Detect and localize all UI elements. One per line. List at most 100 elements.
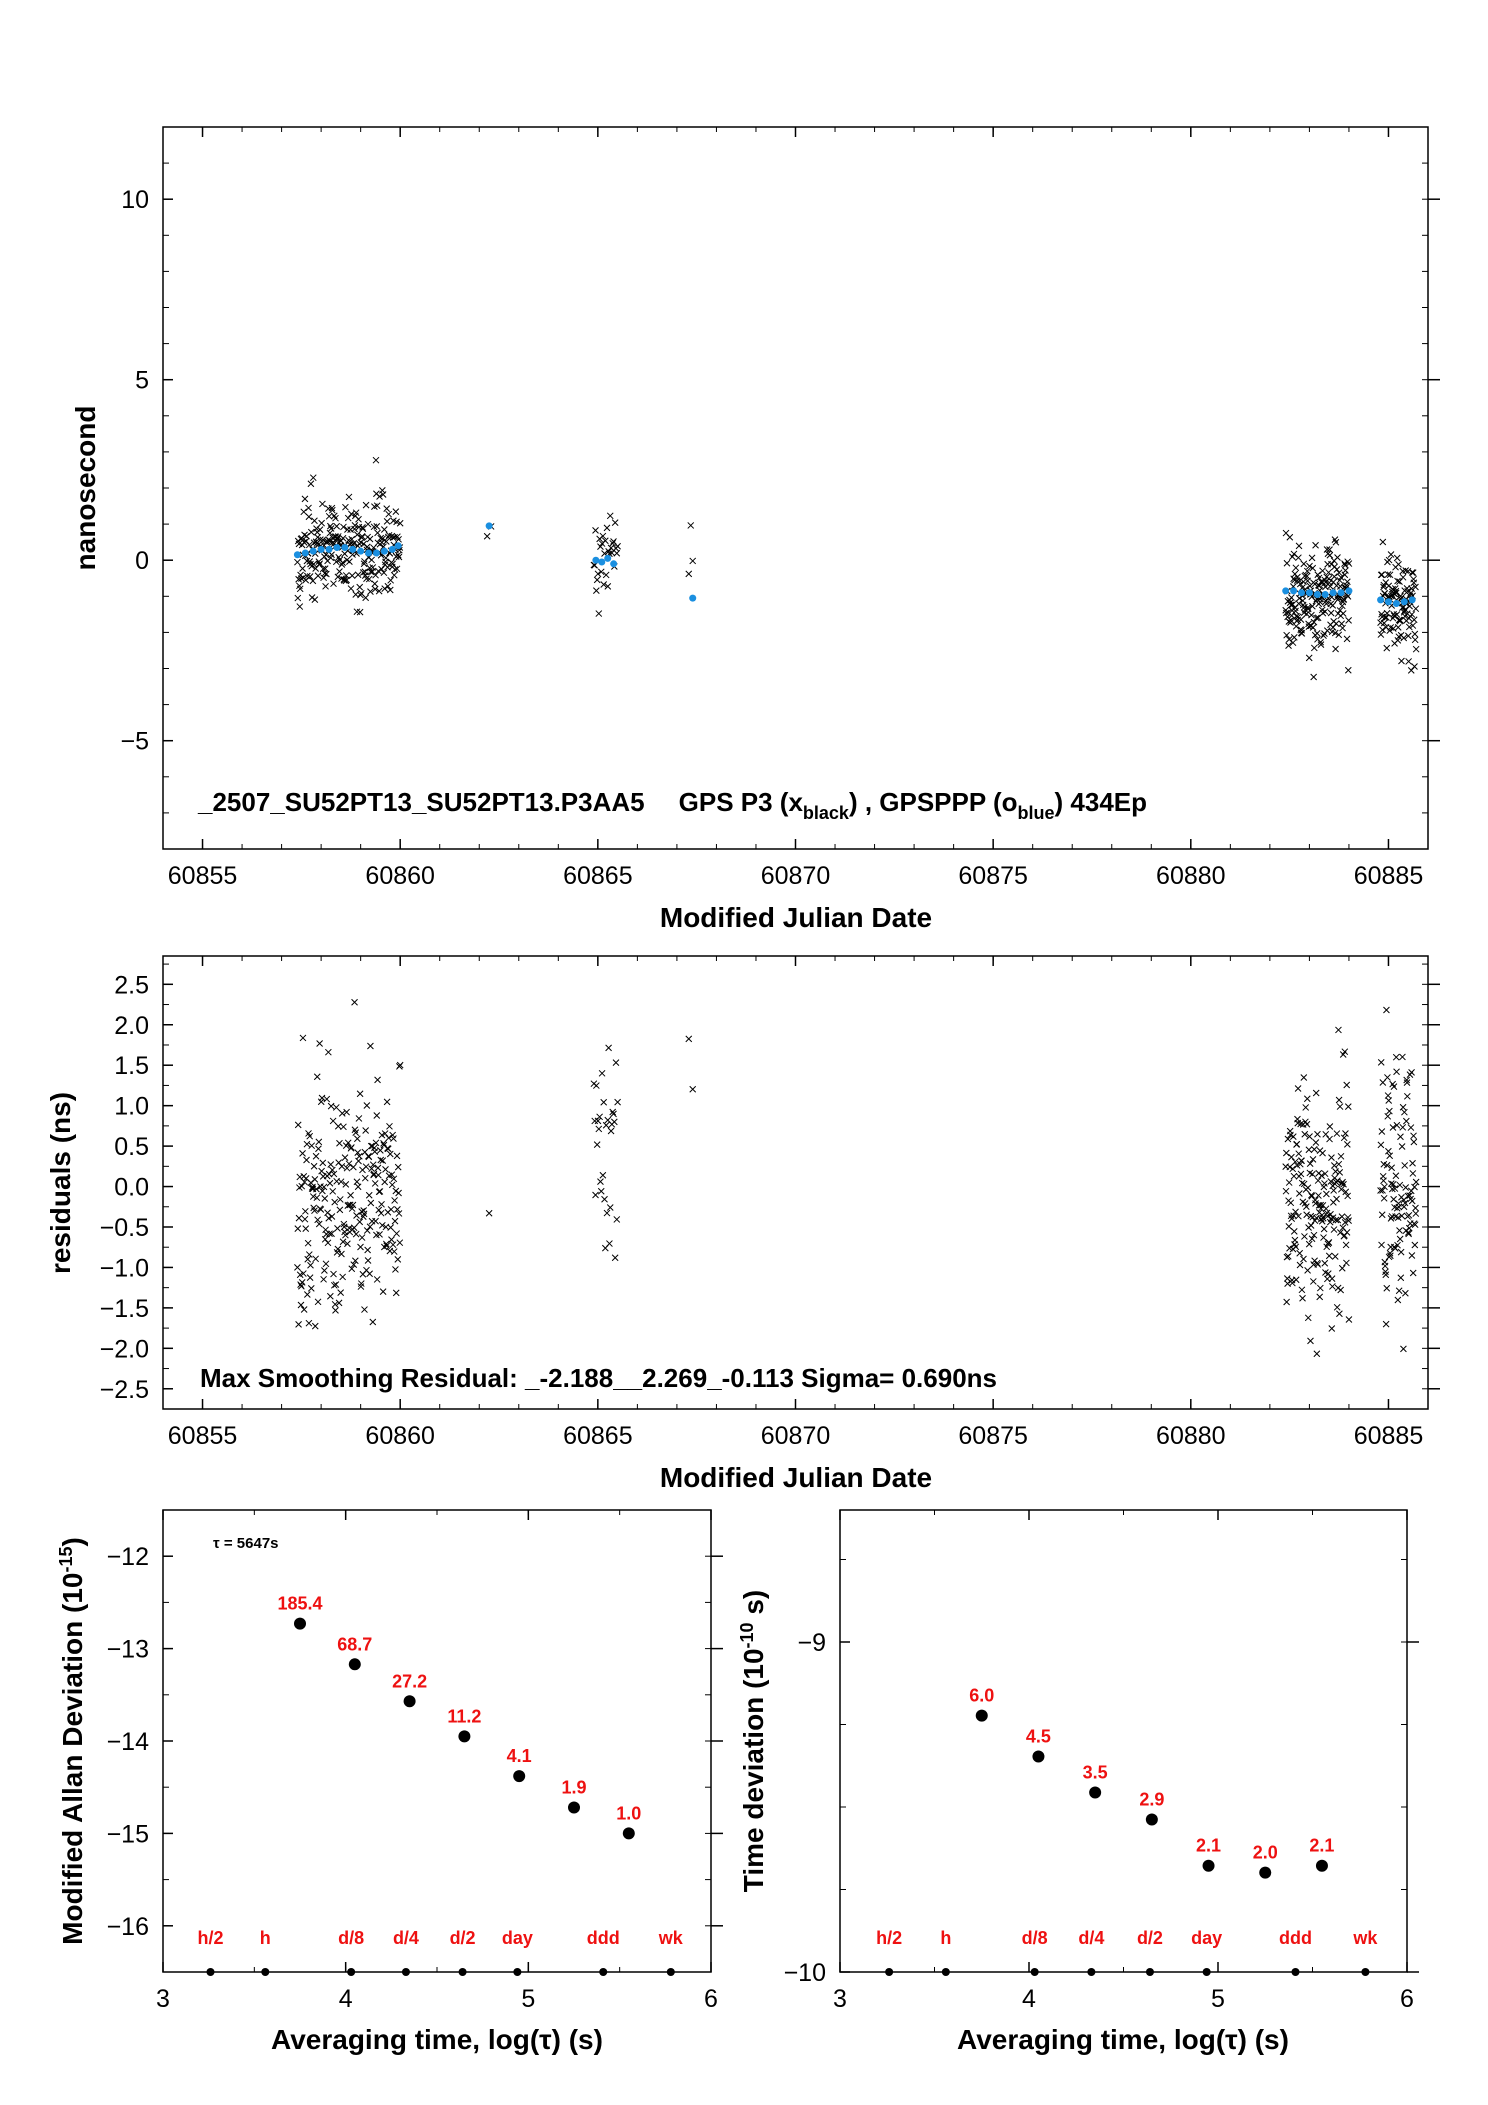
plot-frame	[839, 1509, 1408, 1973]
data-point-x	[485, 1209, 493, 1217]
data-point-x	[363, 543, 371, 551]
data-point-x	[366, 1270, 373, 1278]
data-point-x	[1345, 560, 1353, 567]
deviation-point	[568, 1801, 580, 1814]
data-point-x	[1319, 1149, 1326, 1157]
data-point-x	[1330, 1162, 1338, 1169]
data-point-x	[1292, 564, 1300, 572]
data-point-x	[1386, 1107, 1393, 1115]
data-point-x	[382, 1240, 390, 1248]
data-point-x	[1288, 594, 1295, 601]
data-point-x	[317, 1206, 325, 1213]
data-point-x	[390, 571, 398, 579]
data-point-x	[1397, 1248, 1405, 1256]
data-point-x	[329, 538, 337, 546]
data-point-x	[1323, 1190, 1330, 1198]
data-point-x	[394, 1206, 401, 1213]
y-tick-label: 0.5	[114, 1133, 149, 1161]
data-point-x	[380, 569, 388, 577]
data-point-x	[332, 558, 340, 566]
data-point-x	[327, 525, 335, 532]
blue-point	[1384, 598, 1392, 606]
data-point-x	[1313, 614, 1320, 622]
data-point-x	[393, 1152, 401, 1160]
data-point-x	[689, 557, 697, 565]
data-point-x	[1312, 1200, 1319, 1207]
data-point-x	[603, 1209, 611, 1217]
data-point-x	[384, 1145, 392, 1153]
data-point-x	[305, 541, 313, 549]
data-point-x	[1305, 1240, 1313, 1248]
data-point-x	[300, 508, 308, 516]
data-point-x	[1313, 629, 1321, 637]
data-point-x	[1296, 1249, 1304, 1257]
tau-marker-label: wk	[1352, 1928, 1378, 1948]
data-point-x	[347, 1191, 354, 1199]
x-tick-label: 60885	[1354, 1422, 1424, 1450]
data-point-x	[1396, 617, 1404, 625]
data-point-x	[308, 1142, 316, 1150]
data-point-x	[1320, 1234, 1327, 1241]
deviation-point	[1315, 1859, 1328, 1872]
data-point-x	[1303, 1120, 1311, 1128]
tau-marker-label: ddd	[587, 1928, 620, 1948]
data-points: 185.4 68.7 27.2 11.2 4.1 1.9 1.0 h/2 h d/8 d/4 d/2 d…	[197, 1594, 684, 1976]
data-point-x	[1308, 554, 1316, 562]
tau-marker-dot	[347, 1968, 356, 1976]
data-point-x	[1310, 1146, 1318, 1153]
data-point-x	[1392, 1053, 1400, 1061]
data-point-x	[300, 1270, 307, 1277]
data-point-x	[1304, 604, 1312, 611]
data-point-x	[367, 1042, 374, 1050]
data-point-x	[375, 1171, 382, 1179]
data-point-x	[594, 1117, 602, 1125]
data-point-x	[314, 1216, 321, 1224]
data-point-x	[1381, 589, 1389, 597]
blue-point	[598, 558, 606, 566]
data-point-x	[396, 1239, 404, 1247]
data-point-x	[356, 583, 364, 591]
data-point-x	[299, 565, 306, 572]
data-point-x	[382, 1166, 389, 1173]
data-point-x	[322, 582, 329, 590]
data-point-x	[378, 1200, 385, 1208]
data-point-x	[1341, 561, 1349, 569]
x-tick-label: 60855	[168, 862, 238, 890]
data-point-x	[1379, 626, 1386, 634]
data-point-x	[307, 528, 315, 536]
data-point-x	[1334, 1177, 1341, 1185]
tau-marker-dot	[1087, 1968, 1096, 1976]
y-tick-label: −2.0	[100, 1335, 149, 1363]
data-point-x	[1310, 644, 1318, 652]
annotation-black-sub: black	[803, 803, 850, 823]
data-point-x	[1398, 657, 1405, 665]
data-point-x	[592, 1191, 599, 1199]
data-point-x	[1387, 1214, 1395, 1222]
data-point-x	[313, 1185, 320, 1193]
data-point-x	[1296, 1261, 1304, 1269]
deviation-point	[622, 1827, 635, 1840]
data-point-x	[328, 506, 336, 514]
data-point-x	[338, 1162, 346, 1170]
data-point-x	[606, 1204, 614, 1211]
data-point-x	[330, 1170, 338, 1178]
data-point-x	[1307, 1337, 1314, 1345]
data-point-x	[1300, 1255, 1307, 1263]
data-point-x	[323, 570, 330, 578]
data-point-x	[351, 1257, 359, 1265]
data-point-x	[330, 1281, 338, 1289]
tau-marker-dot	[885, 1968, 894, 1976]
data-point-x	[1309, 564, 1317, 572]
data-point-x	[358, 532, 366, 540]
data-point-x	[602, 571, 610, 579]
data-point-x	[303, 1156, 310, 1164]
data-point-x	[1301, 1130, 1309, 1138]
data-point-x	[294, 558, 301, 566]
data-point-x	[1306, 1133, 1313, 1140]
y-tick-label: 0	[135, 547, 149, 575]
data-point-x	[324, 1239, 332, 1247]
data-point-x	[375, 567, 382, 575]
blue-point	[1305, 589, 1313, 597]
data-point-x	[1298, 1286, 1306, 1294]
data-point-x	[1409, 1269, 1417, 1277]
